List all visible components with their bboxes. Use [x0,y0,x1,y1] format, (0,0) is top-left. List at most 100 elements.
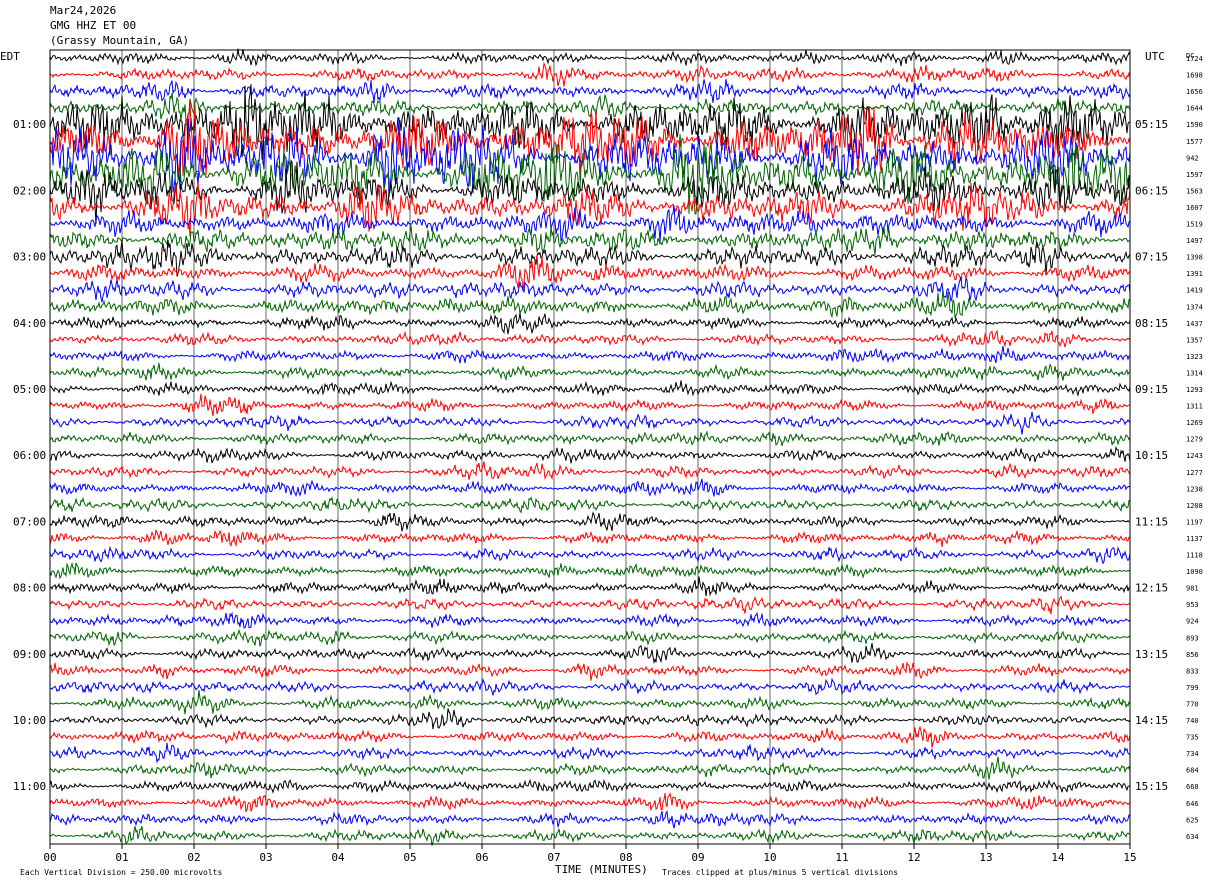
trace-46 [49,792,1131,813]
left-hour-label: 11:00 [13,780,46,793]
dc-offset-value: 734 [1186,750,1199,758]
station-code: GMG HHZ ET 00 [50,19,137,32]
trace-14 [49,255,1131,292]
right-hour-label: 10:15 [1135,449,1168,462]
right-hour-label: 12:15 [1135,582,1168,595]
dc-offset-value: 1698 [1186,72,1203,80]
seismic-traces [49,48,1131,846]
trace-17 [49,313,1131,335]
dc-offset-value: 1644 [1186,105,1203,113]
dc-offset-value: 1090 [1186,568,1203,576]
left-timezone-label: EDT [0,50,20,63]
trace-29 [49,511,1131,532]
hour-labels: 01:00 02:00 03:00 04:00 05:00 06:00 07:00 08:00… [13,118,1168,793]
trace-27 [49,478,1131,498]
dc-offset-value: 1419 [1186,287,1203,295]
trace-2 [49,61,1131,87]
trace-48 [49,826,1131,846]
dc-offset-value: 1293 [1186,386,1203,394]
trace-3 [49,79,1131,103]
dc-offset-labels: 1724 1698 1656 1644 1590 1577 942 1597 1563 1607 1… [1186,55,1203,841]
dc-offset-value: 1577 [1186,138,1203,146]
dc-offset-value: 1656 [1186,88,1203,96]
dc-offset-value: 668 [1186,783,1199,791]
right-hour-label: 08:15 [1135,317,1168,330]
trace-5 [49,84,1131,165]
dc-offset-value: 1519 [1186,221,1203,229]
trace-44 [49,756,1131,780]
right-hour-label: 11:15 [1135,515,1168,528]
dc-offset-value: 646 [1186,800,1199,808]
trace-25 [49,445,1131,464]
left-hour-label: 08:00 [13,582,46,595]
dc-offset-value: 953 [1186,601,1199,609]
trace-8 [49,133,1131,215]
left-hour-label: 10:00 [13,714,46,727]
dc-offset-value: 1563 [1186,187,1203,195]
trace-1 [49,48,1131,67]
trace-23 [49,411,1131,435]
trace-31 [49,545,1131,565]
right-hour-label: 05:15 [1135,118,1168,131]
left-hour-label: 01:00 [13,118,46,131]
dc-offset-value: 1497 [1186,237,1203,245]
trace-11 [49,205,1131,243]
plot-date: Mar24,2026 [50,4,117,17]
dc-offset-value: 735 [1186,734,1199,742]
dc-column-header: DC [1186,52,1194,60]
dc-offset-value: 1398 [1186,254,1203,262]
x-axis-title: TIME (MINUTES) [555,863,648,876]
trace-9 [49,159,1131,224]
dc-offset-value: 1238 [1186,485,1203,493]
dc-offset-value: 1590 [1186,121,1203,129]
footer-clip-note: Traces clipped at plus/minus 5 vertical … [662,868,898,877]
dc-offset-value: 981 [1186,585,1199,593]
trace-36 [49,628,1131,647]
trace-24 [49,430,1131,447]
footer-scale-note: Each Vertical Division = 250.00 microvol… [20,868,222,877]
right-timezone-label: UTC [1145,50,1165,63]
left-hour-label: 02:00 [13,184,46,197]
trace-34 [49,595,1131,615]
trace-28 [49,496,1131,514]
left-hour-label: 04:00 [13,317,46,330]
x-tick-label-06: 06 [475,851,488,864]
trace-26 [49,461,1131,481]
trace-43 [49,742,1131,764]
x-tick-label-01: 01 [115,851,128,864]
trace-10 [49,181,1131,237]
trace-12 [49,225,1131,255]
dc-offset-value: 856 [1186,651,1199,659]
dc-offset-value: 799 [1186,684,1199,692]
dc-offset-value: 1357 [1186,336,1203,344]
trace-39 [49,677,1131,696]
trace-18 [49,329,1131,348]
x-tick-label-03: 03 [259,851,272,864]
dc-offset-value: 1314 [1186,369,1203,377]
right-hour-label: 14:15 [1135,714,1168,727]
station-location: (Grassy Mountain, GA) [50,34,190,47]
left-hour-label: 07:00 [13,515,46,528]
dc-offset-value: 942 [1186,154,1199,162]
dc-offset-value: 1437 [1186,320,1203,328]
right-hour-label: 15:15 [1135,780,1168,793]
trace-37 [49,643,1130,665]
right-hour-label: 09:15 [1135,383,1168,396]
x-axis-ticks: 00 01 02 03 04 05 06 07 08 09 10 11 12 13 14 15 [43,844,1137,864]
trace-30 [49,529,1131,548]
left-hour-label: 05:00 [13,383,46,396]
trace-15 [49,276,1131,303]
dc-offset-value: 1137 [1186,535,1203,543]
dc-offset-value: 1277 [1186,469,1203,477]
dc-offset-value: 684 [1186,767,1199,775]
trace-7 [49,117,1131,198]
trace-40 [49,690,1131,715]
left-hour-label: 06:00 [13,449,46,462]
right-hour-label: 06:15 [1135,184,1168,197]
x-tick-label-04: 04 [331,851,345,864]
dc-offset-value: 1243 [1186,452,1203,460]
trace-47 [49,810,1131,829]
x-tick-label-14: 14 [1051,851,1065,864]
dc-offset-value: 1118 [1186,552,1203,560]
trace-19 [49,346,1131,364]
